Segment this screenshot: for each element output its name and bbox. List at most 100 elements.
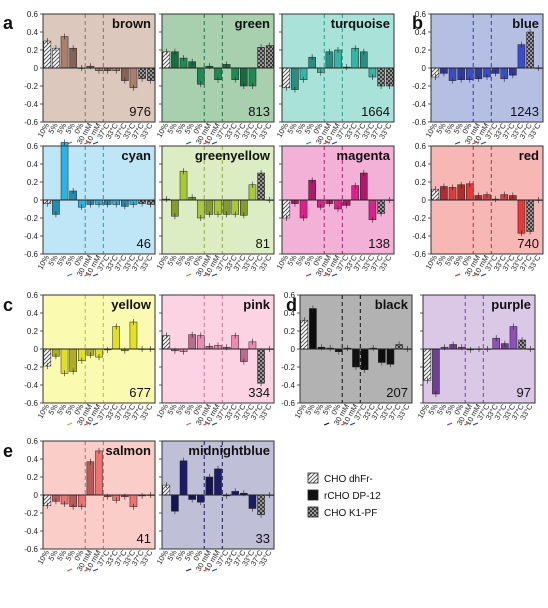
panel-frame — [430, 13, 544, 123]
y-tick-label: 0.6 — [27, 10, 39, 19]
bar — [526, 199, 534, 232]
label-marker — [66, 422, 73, 426]
label-marker — [185, 273, 192, 277]
y-tick-label: -0.6 — [24, 118, 38, 127]
gene-count: 677 — [129, 385, 151, 400]
y-tick-label: -0.4 — [24, 232, 38, 241]
label-marker — [185, 422, 192, 426]
gene-count: 46 — [137, 236, 151, 251]
y-tick-label: -0.2 — [24, 509, 38, 518]
y-tick-label: -0.6 — [24, 545, 38, 554]
label-marker — [480, 141, 487, 145]
y-tick-label: 0 — [34, 491, 39, 500]
bar — [309, 308, 317, 350]
y-tick-label: -0.6 — [412, 250, 426, 259]
panel-letter: b — [412, 13, 423, 33]
y-tick-label: 0.6 — [415, 142, 427, 151]
panel-frame — [299, 294, 413, 404]
y-tick-label: 0.2 — [415, 46, 427, 55]
y-tick-label: -0.4 — [412, 232, 426, 241]
y-tick-label: 0.6 — [27, 437, 39, 446]
label-marker — [454, 141, 461, 145]
y-tick-label: 0.2 — [27, 327, 39, 336]
panel-title: greenyellow — [195, 148, 271, 163]
panel-red: 0.60.40.20-0.2-0.4-0.6red74010%5%5%5%0%3… — [412, 142, 544, 278]
y-tick-label: 0.4 — [284, 309, 296, 318]
bar — [214, 468, 222, 496]
label-marker — [84, 422, 90, 426]
label-marker — [464, 422, 470, 426]
label-marker — [454, 273, 461, 277]
legend-label: CHO K1-PF — [324, 508, 377, 519]
bar — [112, 326, 121, 350]
label-marker — [323, 422, 330, 426]
bar — [95, 450, 103, 496]
label-marker — [92, 273, 99, 277]
bar — [257, 47, 265, 69]
y-tick-label: 0 — [291, 345, 296, 354]
panel-brown: 0.60.40.20-0.2-0.4-0.6brown97610%5%5%5%0… — [3, 10, 156, 146]
panel-title: turquoise — [331, 16, 390, 31]
panel-frame — [161, 145, 275, 255]
panel-title: red — [519, 148, 539, 163]
legend-label: rCHO DP-12 — [324, 491, 381, 502]
y-tick-label: 0 — [34, 196, 39, 205]
panel-title: blue — [512, 16, 539, 31]
panel-frame — [161, 13, 275, 123]
gene-count: 976 — [129, 104, 151, 119]
gene-count: 41 — [137, 531, 151, 546]
y-tick-label: 0.4 — [415, 160, 427, 169]
label-marker — [185, 141, 192, 145]
panel-title: brown — [112, 16, 151, 31]
panel-frame — [422, 294, 536, 404]
y-tick-label: 0.4 — [27, 455, 39, 464]
y-tick-label: 0.2 — [27, 46, 39, 55]
y-tick-label: -0.4 — [412, 100, 426, 109]
bar — [265, 45, 274, 69]
gene-count: 138 — [368, 236, 390, 251]
panels-layer: 0.60.40.20-0.2-0.4-0.6brown97610%5%5%5%0… — [3, 10, 544, 573]
bar — [86, 461, 95, 496]
y-tick-label: -0.2 — [24, 82, 38, 91]
y-tick-label: -0.2 — [24, 214, 38, 223]
gene-count: 334 — [248, 385, 270, 400]
label-marker — [66, 568, 73, 572]
panel-letter: a — [3, 13, 14, 33]
panel-frame — [42, 440, 156, 550]
label-marker — [203, 568, 209, 572]
y-tick-label: 0.2 — [27, 473, 39, 482]
label-marker — [185, 568, 192, 572]
bar — [43, 40, 52, 69]
legend-swatch — [307, 472, 319, 484]
label-marker — [480, 273, 487, 277]
label-marker — [331, 141, 338, 145]
panel-salmon: 0.60.40.20-0.2-0.4-0.6salmon4110%5%5%5%0… — [3, 437, 156, 573]
legend-label: CHO dhFr- — [324, 474, 373, 485]
bar — [509, 326, 518, 350]
y-tick-label: 0 — [422, 196, 427, 205]
y-tick-label: 0.4 — [27, 309, 39, 318]
y-tick-label: -0.6 — [281, 399, 295, 408]
gene-count: 97 — [517, 385, 531, 400]
label-marker — [305, 273, 312, 277]
label-marker — [472, 422, 479, 426]
panel-letter: e — [3, 441, 13, 461]
y-tick-label: 0.4 — [27, 160, 39, 169]
y-tick-label: 0.4 — [27, 28, 39, 37]
label-marker — [66, 273, 73, 277]
bar — [423, 348, 432, 381]
label-marker — [203, 273, 209, 277]
label-marker — [84, 568, 90, 572]
gene-count: 33 — [256, 531, 270, 546]
label-marker — [341, 422, 347, 426]
y-tick-label: 0 — [34, 64, 39, 73]
panel-frame — [281, 13, 395, 123]
gene-count: 207 — [386, 385, 408, 400]
y-tick-label: -0.6 — [24, 399, 38, 408]
panel-black: 0.60.40.20-0.2-0.4-0.6black20710%5%5%5%0… — [281, 291, 413, 427]
bar — [300, 319, 309, 350]
bar — [291, 67, 299, 90]
